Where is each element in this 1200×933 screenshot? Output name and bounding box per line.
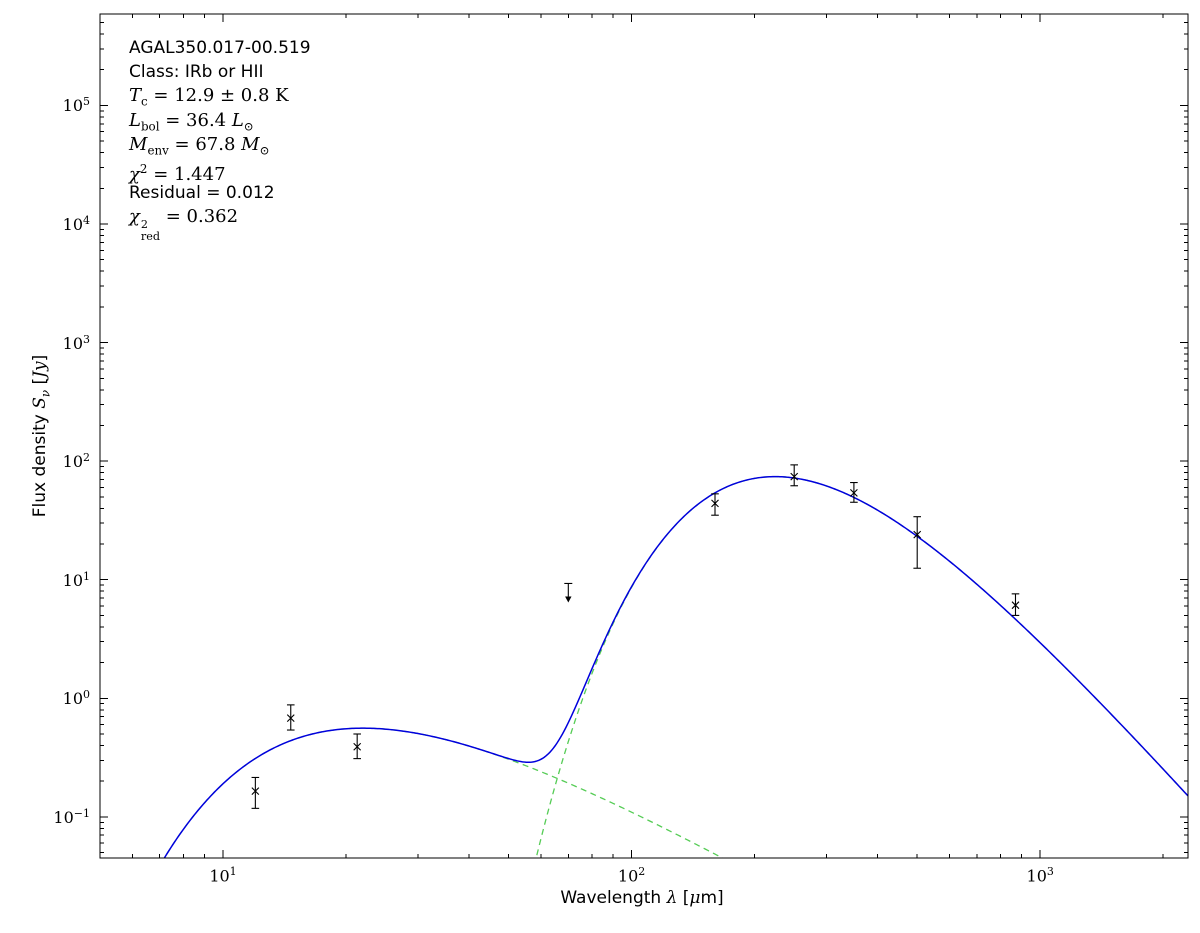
residual-text: Residual = 0.012: [129, 183, 275, 204]
x-tick-label: 102: [617, 865, 646, 886]
y-axis-label: Flux density Sν [Jy]: [30, 354, 53, 518]
jansky-unit: Jy: [30, 361, 50, 378]
model-curve-total: [163, 475, 1188, 858]
flux-symbol: S: [30, 397, 50, 409]
source-name-text: AGAL350.017-00.519: [129, 38, 311, 58]
y-tick-label: 10−1: [53, 806, 90, 828]
upper-limit-marker: [564, 582, 573, 603]
data-point: [251, 776, 260, 809]
dust-temperature-text: Tc = 12.9 ± 0.8 K: [129, 85, 289, 109]
data-point: [790, 464, 799, 487]
y-tick-label: 104: [62, 213, 90, 235]
x-axis-label: Wavelength λ [μm]: [560, 888, 724, 908]
data-point: [913, 516, 922, 569]
plot-frame: [99, 13, 1189, 859]
y-tick-label: 105: [62, 95, 90, 116]
y-tick-label: 101: [62, 569, 90, 590]
mu-symbol: μ: [689, 888, 701, 908]
annotation-block: AGAL350.017-00.519 Class: IRb or HII Tc …: [129, 36, 311, 243]
y-axis-label-text: Flux density: [30, 408, 50, 518]
y-tick-label: 100: [62, 688, 90, 709]
bolometric-luminosity-text: Lbol = 36.4 L⊙: [129, 109, 254, 134]
axis-ticks: [99, 14, 1188, 858]
envelope-mass-text: Menv = 67.8 M⊙: [129, 133, 270, 158]
y-tick-label: 103: [62, 332, 90, 353]
class-text: Class: IRb or HII: [129, 62, 264, 83]
nu-subscript: ν: [38, 389, 53, 398]
x-axis-label-text: Wavelength: [560, 888, 667, 908]
reduced-chi-squared-text: χ 2 red = 0.362: [129, 206, 239, 243]
data-point: [711, 493, 719, 516]
model-curves: [163, 475, 1188, 858]
data-point: [850, 481, 858, 503]
chi-squared-text: χ2 = 1.447: [129, 161, 226, 185]
data-points: [251, 464, 1020, 809]
lambda-symbol: λ: [666, 888, 678, 908]
data-point: [353, 733, 362, 760]
arrow-head-icon: [565, 596, 572, 603]
x-tick-label: 101: [209, 865, 237, 886]
y-tick-label: 102: [62, 450, 90, 472]
x-tick-label: 103: [1026, 865, 1054, 886]
data-point: [286, 704, 295, 731]
data-point: [1011, 593, 1020, 616]
